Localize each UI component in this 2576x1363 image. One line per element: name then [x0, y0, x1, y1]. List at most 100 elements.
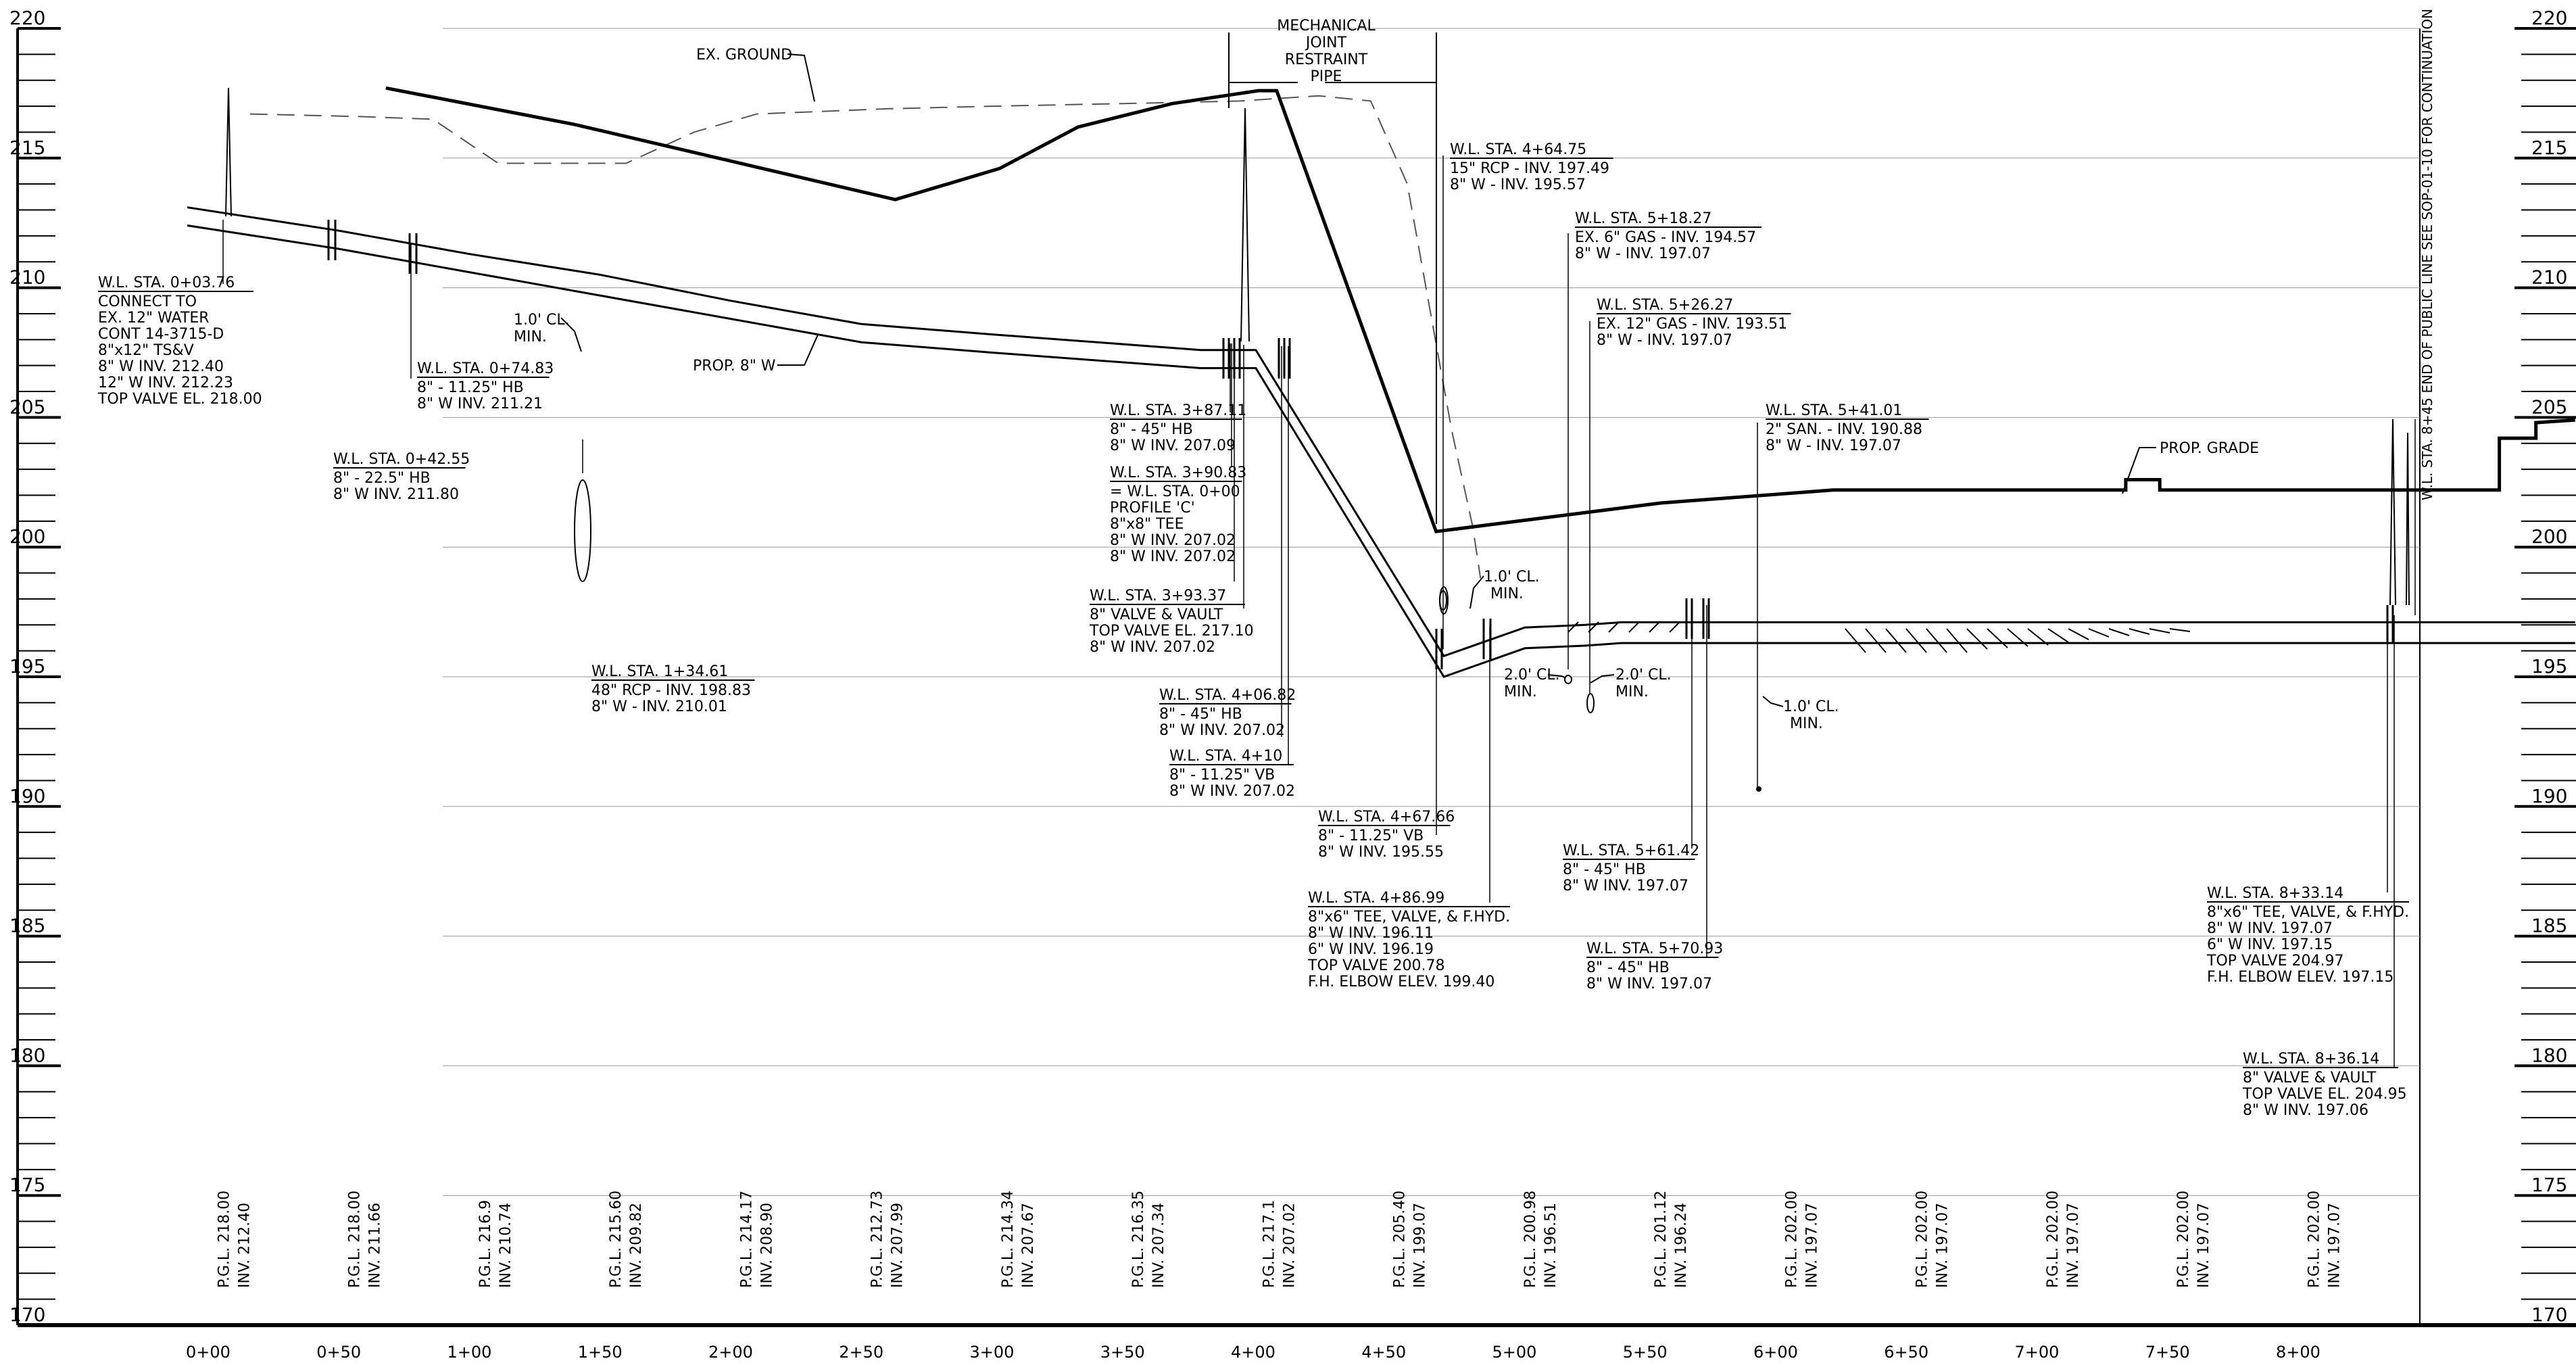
note-head: W.L. STA. 8+33.14 — [2207, 885, 2343, 902]
note-line: 8" W INV. 195.55 — [1318, 844, 1444, 861]
clearance-3-line2: MIN. — [1504, 684, 1537, 700]
note-head: W.L. STA. 4+86.99 — [1308, 890, 1444, 907]
elevation-label-right: 205 — [2531, 396, 2567, 418]
gas-12-marker — [1586, 693, 1595, 713]
note-line: 8"x6" TEE, VALVE, & F.HYD. — [1308, 909, 1510, 926]
prop-w-leader — [777, 334, 819, 366]
hatch-area — [1568, 621, 2191, 653]
note-n16: W.L. STA. 5+70.93 8" - 45" HB8" W INV. 19… — [1586, 940, 1723, 993]
fitting-marks — [327, 220, 2394, 669]
note-line: PROFILE 'C' — [1110, 500, 1195, 517]
note-line: 8" VALVE & VAULT — [1090, 606, 1223, 623]
note-head: W.L. STA. 5+18.27 — [1575, 210, 1711, 227]
elevation-label-left: 205 — [9, 396, 45, 418]
right-elevation-ticks — [2514, 27, 2576, 1326]
elevation-label-right: 175 — [2531, 1174, 2567, 1196]
elevation-label-left: 200 — [9, 525, 45, 548]
invert-label: INV. 209.82 — [628, 1203, 645, 1288]
water-main-top — [187, 206, 2575, 658]
note-line: EX. 6" GAS - INV. 194.57 — [1575, 229, 1756, 246]
clearance-4-leader — [1590, 674, 1615, 684]
invert-label: INV. 197.07 — [2326, 1203, 2343, 1288]
pgl-label: P.G.L. 215.60 — [608, 1191, 625, 1288]
valve-spikes — [225, 87, 2410, 606]
note-line: 8" W INV. 197.06 — [2243, 1102, 2368, 1119]
note-line: 8" - 11.25" VB — [1169, 767, 1275, 784]
clearance-1-line2: MIN. — [514, 329, 547, 345]
note-line: 8" W INV. 207.02 — [1090, 639, 1215, 656]
note-n4: W.L. STA. 3+87.11 8" - 45" HB8" W INV. 20… — [1110, 402, 1246, 454]
elevation-label-left: 180 — [9, 1044, 45, 1066]
note-line: F.H. ELBOW ELEV. 199.40 — [1308, 974, 1494, 990]
prop-grade-leader — [2122, 447, 2156, 494]
note-line: TOP VALVE EL. 218.00 — [97, 391, 262, 408]
note-line: 12" W INV. 212.23 — [98, 375, 233, 391]
note-line: 8" - 45" HB — [1586, 959, 1670, 976]
note-n12: W.L. STA. 5+41.01 2" SAN. - INV. 190.888"… — [1766, 402, 1929, 454]
left-elevation-ticks — [18, 27, 61, 1326]
clearance-4-line1: 2.0' CL. — [1615, 667, 1672, 684]
pgl-label: P.G.L. 218.00 — [347, 1191, 364, 1288]
elevation-label-right: 215 — [2531, 137, 2567, 159]
note-line: 48" RCP - INV. 198.83 — [591, 682, 751, 699]
note-line: 8" W INV. 207.02 — [1169, 783, 1295, 800]
pgl-label: P.G.L. 218.00 — [216, 1191, 233, 1288]
note-line: TOP VALVE EL. 217.10 — [1089, 623, 1254, 640]
pipe-label: PIPE — [1311, 68, 1342, 85]
note-line: 8" W - INV. 195.57 — [1450, 176, 1586, 193]
clearance-2-line2: MIN. — [1490, 585, 1524, 602]
clearance-1-line1: 1.0' CL. — [514, 312, 570, 329]
clearance-5-line2: MIN. — [1790, 715, 1823, 732]
pgl-label: P.G.L. 216.9 — [477, 1200, 494, 1288]
elevation-label-left: 220 — [9, 7, 45, 29]
invert-label: INV. 196.51 — [1542, 1203, 1559, 1288]
note-n2: W.L. STA. 0+42.55 8" - 22.5" HB8" W INV. … — [333, 451, 470, 503]
note-head: W.L. STA. 4+06.82 — [1159, 687, 1296, 704]
note-n13: W.L. STA. 4+67.66 8" - 11.25" VB8" W INV.… — [1318, 809, 1455, 861]
elevation-label-left: 175 — [9, 1174, 45, 1196]
station-label: 5+50 — [1623, 1343, 1668, 1362]
clearance-5-line1: 1.0' CL. — [1783, 698, 1839, 715]
note-n17: W.L. STA. 8+33.14 8"x6" TEE, VALVE, & F.H… — [2206, 885, 2409, 986]
note-line: 8" W - INV. 197.07 — [1575, 245, 1711, 262]
note-head: W.L. STA. 3+90.83 — [1110, 464, 1246, 481]
note-line: 8" W - INV. 197.07 — [1766, 437, 1901, 454]
pgl-label: P.G.L. 202.00 — [2045, 1191, 2062, 1288]
pgl-label: P.G.L. 202.00 — [1914, 1191, 1931, 1288]
station-label: 4+00 — [1231, 1343, 1275, 1362]
gas-6-marker — [1564, 675, 1572, 684]
station-label: 6+00 — [1753, 1343, 1798, 1362]
restraint-label: RESTRAINT — [1285, 51, 1368, 68]
elevation-label-left: 190 — [9, 785, 45, 807]
elevation-label-right: 195 — [2531, 655, 2567, 677]
station-label: 3+00 — [970, 1343, 1015, 1362]
note-line: 6" W INV. 196.19 — [1308, 941, 1434, 958]
note-head: W.L. STA. 5+61.42 — [1563, 842, 1699, 859]
elevation-gridlines — [443, 28, 2420, 1196]
elevation-label-left: 215 — [9, 137, 45, 159]
pgl-label: P.G.L. 202.00 — [2175, 1191, 2192, 1288]
pgl-label: P.G.L. 202.00 — [1783, 1191, 1800, 1288]
prop-grade-label: PROP. GRADE — [2160, 440, 2259, 457]
note-line: 8" W INV. 197.07 — [2207, 920, 2333, 937]
note-n5: W.L. STA. 3+90.83 = W.L. STA. 0+00PROFILE… — [1110, 464, 1246, 565]
note-line: 8" - 45" HB — [1159, 706, 1242, 723]
restraint-box — [1228, 32, 1437, 524]
elevation-label-right: 190 — [2531, 785, 2567, 807]
station-label: 0+50 — [316, 1343, 361, 1362]
note-n14: W.L. STA. 4+86.99 8"x6" TEE, VALVE, & F.H… — [1307, 890, 1510, 990]
elevation-label-right: 200 — [2531, 525, 2567, 548]
clearance-2-line1: 1.0' CL. — [1484, 569, 1540, 585]
clearance-5-leader — [1762, 696, 1784, 707]
station-label: 7+00 — [2015, 1343, 2060, 1362]
clearance-4-line2: MIN. — [1615, 684, 1649, 700]
note-line: = W.L. STA. 0+00 — [1110, 483, 1240, 500]
station-label: 2+50 — [839, 1343, 883, 1362]
invert-label: INV. 197.07 — [1803, 1203, 1820, 1288]
invert-label: INV. 211.66 — [367, 1203, 384, 1288]
